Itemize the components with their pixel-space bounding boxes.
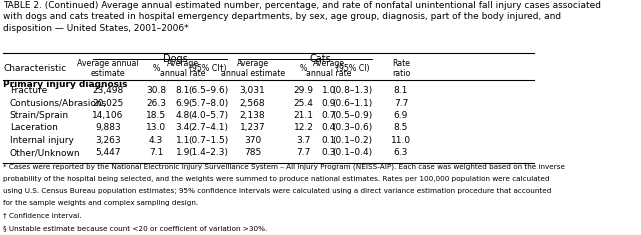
Text: (2.7–4.1): (2.7–4.1) xyxy=(188,123,228,132)
Text: Average
annual rate: Average annual rate xyxy=(306,59,351,78)
Text: 11.0: 11.0 xyxy=(391,136,411,145)
Text: Internal injury: Internal injury xyxy=(10,136,74,145)
Text: Contusions/Abrasions: Contusions/Abrasions xyxy=(10,98,107,108)
Text: 26.3: 26.3 xyxy=(146,98,166,108)
Text: 29.9: 29.9 xyxy=(294,86,313,95)
Text: (0.7–1.5): (0.7–1.5) xyxy=(188,136,228,145)
Text: 3,263: 3,263 xyxy=(95,136,121,145)
Text: (4.0–5.7): (4.0–5.7) xyxy=(188,111,228,120)
Text: Other/Unknown: Other/Unknown xyxy=(10,148,80,157)
Text: 20,025: 20,025 xyxy=(92,98,124,108)
Text: 13.0: 13.0 xyxy=(146,123,166,132)
Text: Average
annual estimate: Average annual estimate xyxy=(221,59,285,78)
Text: Strain/Sprain: Strain/Sprain xyxy=(10,111,69,120)
Text: 25.4: 25.4 xyxy=(294,98,313,108)
Text: Average annual
estimate: Average annual estimate xyxy=(77,59,138,78)
Text: (0.5–0.9): (0.5–0.9) xyxy=(333,111,373,120)
Text: 6.9: 6.9 xyxy=(394,111,408,120)
Text: 14,106: 14,106 xyxy=(92,111,124,120)
Text: Cats: Cats xyxy=(310,54,331,64)
Text: § Unstable estimate because count <20 or coefficient of variation >30%.: § Unstable estimate because count <20 or… xyxy=(3,225,268,231)
Text: Laceration: Laceration xyxy=(10,123,58,132)
Text: (6.5–9.6): (6.5–9.6) xyxy=(188,86,228,95)
Text: 9,883: 9,883 xyxy=(95,123,121,132)
Text: 785: 785 xyxy=(244,148,261,157)
Text: 3.4: 3.4 xyxy=(176,123,190,132)
Text: 1,237: 1,237 xyxy=(240,123,265,132)
Text: TABLE 2. (Continued) Average annual estimated number, percentage, and rate of no: TABLE 2. (Continued) Average annual esti… xyxy=(3,1,601,33)
Text: 0.4: 0.4 xyxy=(322,123,336,132)
Text: 21.1: 21.1 xyxy=(294,111,313,120)
Text: 0.3: 0.3 xyxy=(322,148,336,157)
Text: 0.7: 0.7 xyxy=(322,111,336,120)
Text: 6.9: 6.9 xyxy=(176,98,190,108)
Text: (95% CI): (95% CI) xyxy=(336,64,369,73)
Text: (1.4–2.3): (1.4–2.3) xyxy=(188,148,228,157)
Text: 8.1: 8.1 xyxy=(176,86,190,95)
Text: 370: 370 xyxy=(244,136,261,145)
Text: * Cases were reported by the National Electronic Injury Surveillance System – Al: * Cases were reported by the National El… xyxy=(3,164,565,170)
Text: 1.9: 1.9 xyxy=(176,148,190,157)
Text: Primary injury diagnosis: Primary injury diagnosis xyxy=(3,80,128,89)
Text: using U.S. Census Bureau population estimates; 95% confidence intervals were cal: using U.S. Census Bureau population esti… xyxy=(3,188,552,194)
Text: 7.1: 7.1 xyxy=(149,148,163,157)
Text: probability of the hospital being selected, and the weights were summed to produ: probability of the hospital being select… xyxy=(3,176,550,182)
Text: %: % xyxy=(300,64,307,73)
Text: Characteristic: Characteristic xyxy=(3,64,67,73)
Text: 5,447: 5,447 xyxy=(95,148,121,157)
Text: 23,498: 23,498 xyxy=(92,86,124,95)
Text: 8.5: 8.5 xyxy=(394,123,408,132)
Text: 18.5: 18.5 xyxy=(146,111,166,120)
Text: 0.1: 0.1 xyxy=(322,136,336,145)
Text: Rate
ratio: Rate ratio xyxy=(392,59,410,78)
Text: for the sample weights and complex sampling design.: for the sample weights and complex sampl… xyxy=(3,200,199,206)
Text: 4.3: 4.3 xyxy=(149,136,163,145)
Text: 7.7: 7.7 xyxy=(394,98,408,108)
Text: 7.7: 7.7 xyxy=(296,148,311,157)
Text: 2,568: 2,568 xyxy=(240,98,265,108)
Text: 1.0: 1.0 xyxy=(322,86,336,95)
Text: %: % xyxy=(153,64,160,73)
Text: (0.1–0.4): (0.1–0.4) xyxy=(333,148,373,157)
Text: (5.7–8.0): (5.7–8.0) xyxy=(188,98,228,108)
Text: 6.3: 6.3 xyxy=(394,148,408,157)
Text: 8.1: 8.1 xyxy=(394,86,408,95)
Text: 3,031: 3,031 xyxy=(240,86,265,95)
Text: Dogs: Dogs xyxy=(163,54,188,64)
Text: Fracture: Fracture xyxy=(10,86,47,95)
Text: 0.9: 0.9 xyxy=(322,98,336,108)
Text: 1.1: 1.1 xyxy=(176,136,190,145)
Text: (0.1–0.2): (0.1–0.2) xyxy=(333,136,373,145)
Text: (95% CI†): (95% CI†) xyxy=(189,64,227,73)
Text: 12.2: 12.2 xyxy=(294,123,313,132)
Text: (0.8–1.3): (0.8–1.3) xyxy=(333,86,373,95)
Text: 2,138: 2,138 xyxy=(240,111,265,120)
Text: (0.3–0.6): (0.3–0.6) xyxy=(333,123,373,132)
Text: † Confidence interval.: † Confidence interval. xyxy=(3,213,82,219)
Text: 30.8: 30.8 xyxy=(146,86,166,95)
Text: 4.8: 4.8 xyxy=(176,111,190,120)
Text: (0.6–1.1): (0.6–1.1) xyxy=(333,98,373,108)
Text: 3.7: 3.7 xyxy=(296,136,311,145)
Text: Average
annual rate: Average annual rate xyxy=(160,59,206,78)
